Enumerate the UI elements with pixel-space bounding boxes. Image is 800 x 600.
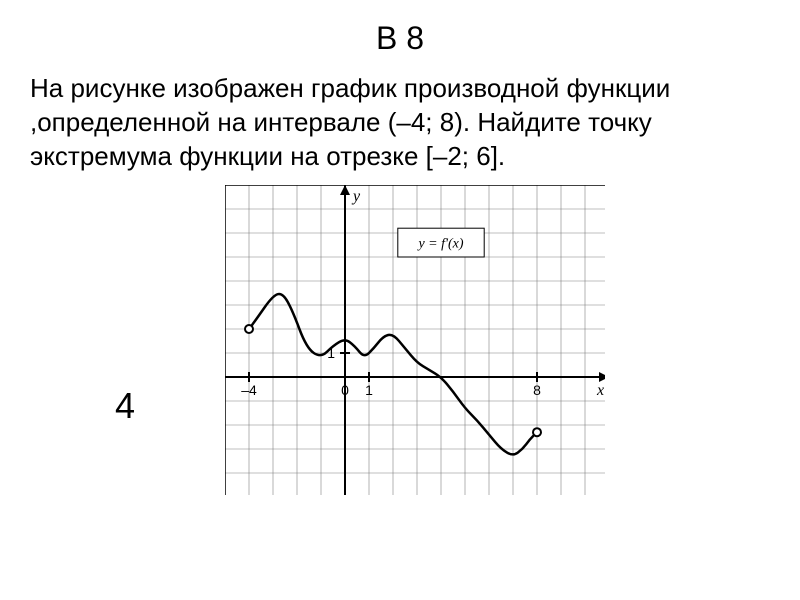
svg-text:–4: –4 xyxy=(241,382,257,398)
svg-text:y: y xyxy=(351,188,361,205)
svg-text:0: 0 xyxy=(341,382,349,398)
chart-svg: –40181xyy = f'(x) xyxy=(225,185,605,495)
derivative-chart: –40181xyy = f'(x) xyxy=(225,185,605,495)
problem-text: На рисунке изображен график производной … xyxy=(0,57,800,188)
svg-text:x: x xyxy=(596,382,604,399)
answer-value: 4 xyxy=(115,385,135,427)
svg-text:8: 8 xyxy=(533,382,541,398)
page-title: В 8 xyxy=(0,0,800,57)
svg-text:1: 1 xyxy=(365,382,373,398)
svg-text:y = f'(x): y = f'(x) xyxy=(416,237,463,252)
